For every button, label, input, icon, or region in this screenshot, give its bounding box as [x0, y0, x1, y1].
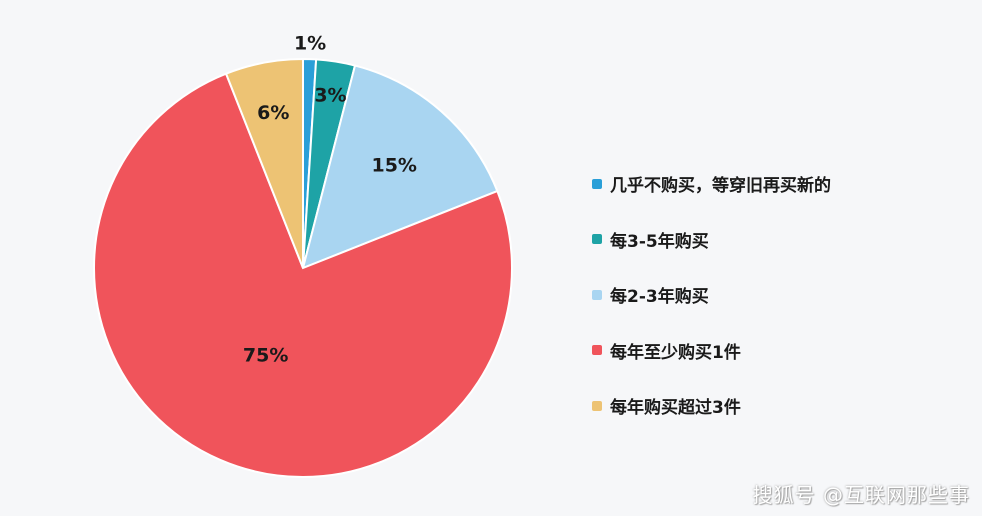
legend-label: 每年购买超过3件	[610, 398, 741, 419]
legend: 几乎不购买，等穿旧再买新的 每3-5年购买 每2-3年购买每年至少购买1件 每年购买超…	[592, 156, 831, 434]
legend-item: 每年至少购买1件	[592, 323, 831, 379]
legend-item: 每2-3年购买	[592, 267, 831, 323]
watermark: 搜狐号 @互联网那些事	[752, 483, 970, 507]
legend-item: 每年购买超过3件	[592, 378, 831, 434]
pie-slice	[301, 64, 499, 270]
legend-item: 几乎不购买，等穿旧再买新的	[592, 156, 831, 212]
data-label: 75%	[243, 344, 288, 366]
pie-slice	[93, 72, 513, 478]
data-label: 15%	[371, 155, 416, 177]
legend-label: 每2-3年购买	[610, 287, 709, 308]
data-label: 6%	[257, 102, 289, 124]
legend-label: 几乎不购买，等穿旧再买新的	[610, 176, 831, 197]
legend-swatch	[592, 345, 602, 356]
legend-swatch	[592, 289, 602, 300]
legend-item: 每3-5年购买	[592, 212, 831, 268]
legend-swatch	[592, 178, 602, 189]
pie-slice	[224, 57, 304, 269]
data-label: 1%	[294, 32, 326, 54]
data-label: 3%	[314, 85, 346, 107]
legend-label: 每3-5年购买	[610, 231, 709, 252]
legend-swatch	[592, 234, 602, 245]
legend-swatch	[592, 400, 602, 411]
legend-label: 每年至少购买1件	[610, 342, 741, 363]
